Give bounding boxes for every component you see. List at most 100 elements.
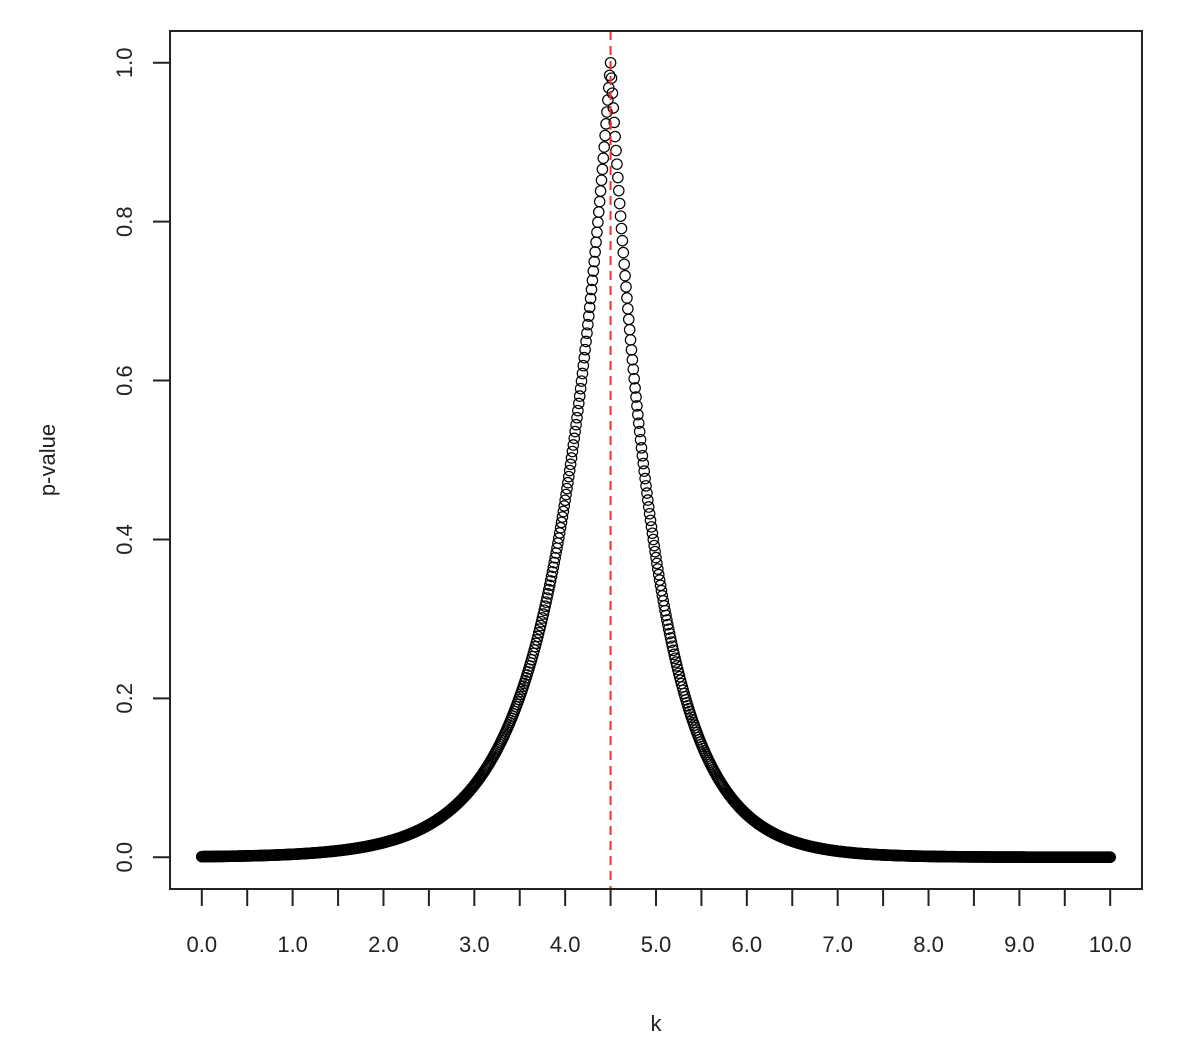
data-point xyxy=(562,470,575,483)
data-point xyxy=(545,570,558,583)
x-axis-title: k xyxy=(651,1011,663,1036)
data-point xyxy=(540,596,552,608)
data-point xyxy=(661,614,673,626)
data-point xyxy=(589,246,601,258)
x-tick-label: 10.0 xyxy=(1089,932,1132,957)
data-point xyxy=(644,514,657,527)
data-point xyxy=(664,632,677,644)
data-point xyxy=(570,418,582,431)
data-point xyxy=(625,344,638,356)
data-point xyxy=(546,566,559,578)
data-point xyxy=(662,618,674,631)
data-point xyxy=(543,583,555,596)
data-point xyxy=(649,545,661,558)
data-point xyxy=(572,397,585,410)
data-point xyxy=(620,281,632,293)
data-point xyxy=(671,663,684,676)
data-point xyxy=(622,313,635,326)
x-tick-label: 4.0 xyxy=(550,932,581,957)
data-point xyxy=(613,197,626,210)
data-point xyxy=(623,323,636,336)
data-point xyxy=(651,557,663,570)
data-point xyxy=(593,195,606,208)
y-axis-title: p-value xyxy=(35,424,60,496)
data-point xyxy=(648,539,660,552)
data-point xyxy=(542,588,554,600)
y-tick-label: 0.2 xyxy=(112,683,137,714)
data-point xyxy=(547,561,560,574)
data-point xyxy=(590,236,602,249)
data-point xyxy=(601,106,613,118)
data-point xyxy=(533,623,546,635)
data-point xyxy=(584,292,597,305)
data-point xyxy=(576,367,589,380)
data-point xyxy=(561,482,573,495)
data-point xyxy=(538,604,551,616)
data-point xyxy=(642,501,655,513)
data-point xyxy=(624,334,637,346)
data-point xyxy=(627,363,640,376)
data-point xyxy=(568,432,581,445)
data-point xyxy=(632,408,644,421)
data-point xyxy=(662,623,675,635)
data-point xyxy=(565,452,578,464)
data-point xyxy=(581,327,593,339)
y-axis: 0.0 0.2 0.4 0.6 0.8 1.0 xyxy=(112,47,171,873)
data-point xyxy=(645,521,658,533)
data-point xyxy=(668,648,680,661)
data-point xyxy=(578,351,591,364)
data-point xyxy=(569,425,581,438)
data-point xyxy=(667,644,680,657)
data-point xyxy=(573,390,586,402)
data-point xyxy=(596,163,609,176)
data-point xyxy=(571,411,583,424)
data-point xyxy=(647,533,660,546)
data-point xyxy=(618,258,631,271)
data-point xyxy=(626,353,639,366)
data-points xyxy=(195,56,1117,863)
data-point xyxy=(607,102,620,114)
x-tick-label: 0.0 xyxy=(186,932,217,957)
data-point xyxy=(572,404,584,417)
data-point xyxy=(574,382,587,395)
data-point xyxy=(632,417,645,429)
data-point xyxy=(642,494,654,506)
data-point xyxy=(598,141,611,153)
y-tick-label: 0.0 xyxy=(112,842,137,873)
data-point xyxy=(599,129,611,142)
data-point xyxy=(646,527,659,540)
data-point xyxy=(563,464,576,477)
data-point xyxy=(619,269,631,282)
data-point xyxy=(634,433,647,446)
data-point xyxy=(630,391,642,403)
data-point xyxy=(612,184,625,197)
data-point xyxy=(588,255,601,268)
data-point xyxy=(559,494,571,507)
data-point xyxy=(633,425,646,438)
data-point xyxy=(614,210,627,222)
data-point xyxy=(591,226,603,239)
data-point xyxy=(567,439,580,451)
x-tick-label: 1.0 xyxy=(277,932,308,957)
data-point xyxy=(579,343,591,356)
data-point xyxy=(539,600,551,612)
data-point xyxy=(615,222,628,235)
data-point xyxy=(544,575,557,587)
data-point xyxy=(560,488,572,501)
y-tick-label: 0.6 xyxy=(112,365,137,396)
data-point xyxy=(665,636,678,648)
data-point xyxy=(592,206,605,218)
data-point xyxy=(606,87,619,99)
data-point xyxy=(562,476,574,489)
data-point xyxy=(629,382,641,394)
data-point xyxy=(566,445,579,458)
data-point xyxy=(577,359,590,372)
data-point xyxy=(659,604,671,617)
data-point xyxy=(537,608,550,620)
data-point xyxy=(555,516,568,529)
data-point xyxy=(611,158,623,170)
data-point xyxy=(575,375,588,387)
data-point xyxy=(640,480,652,492)
data-point xyxy=(652,568,665,581)
data-point xyxy=(660,609,672,622)
